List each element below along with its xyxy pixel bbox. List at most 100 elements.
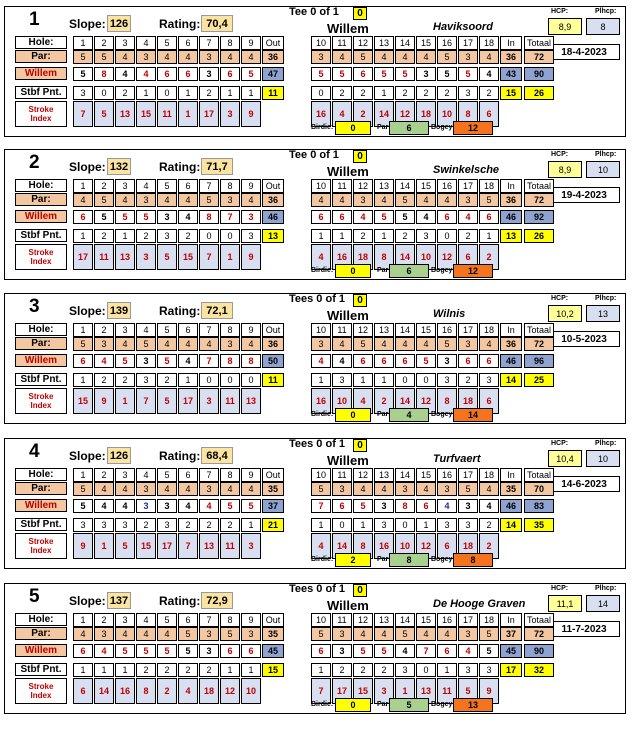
stbf-label: Stbf Pnt.: [15, 86, 67, 99]
score-value: 5: [178, 644, 198, 658]
score-value: 6: [157, 67, 177, 81]
par-value: 3: [332, 482, 352, 496]
par-value: 4: [437, 193, 457, 207]
stbf-value: 1: [178, 373, 198, 387]
score-value: 4: [479, 67, 499, 81]
stbf-value: 0: [241, 373, 261, 387]
stbf-value: 2: [136, 663, 156, 677]
stbf-in: 13: [500, 229, 522, 243]
rating-label: Rating:: [159, 17, 201, 31]
birdie-count: 2: [335, 553, 371, 567]
par-value: 4: [241, 337, 261, 351]
stbf-value: 3: [458, 518, 478, 532]
stbf-total: 26: [524, 86, 554, 100]
par-value: 5: [395, 193, 415, 207]
hole-number: 11: [332, 613, 352, 627]
tee-label: Tees 0 of 1: [289, 293, 346, 305]
stbf-label: Stbf Pnt.: [15, 373, 67, 386]
stroke-index-label: Stroke Index: [15, 101, 67, 127]
hole-number: 3: [115, 613, 135, 627]
round-card-1: 1 Slope: 126 Rating: 70,4 Tee 0 of 1 0 Willem Ha…: [4, 6, 626, 137]
score-value: 5: [374, 67, 394, 81]
slope-value: 126: [107, 15, 131, 32]
hole-number: 14: [395, 613, 415, 627]
par-value: 4: [374, 482, 394, 496]
score-value: 4: [479, 499, 499, 513]
score-value: 4: [199, 499, 219, 513]
hole-number: 4: [136, 323, 156, 337]
round-date: 10-5-2023: [548, 331, 620, 347]
stroke-index-value: 1: [178, 101, 198, 127]
score-value: 4: [458, 644, 478, 658]
stroke-index-value: 7: [73, 101, 93, 127]
course-name: Wilnis: [433, 308, 466, 320]
score-in: 46: [500, 210, 522, 224]
index-word: Index: [30, 546, 52, 555]
tee-value: 0: [353, 7, 367, 20]
stbf-value: 3: [241, 229, 261, 243]
par-value: 4: [416, 337, 436, 351]
stbf-value: 3: [94, 518, 114, 532]
score-value: 4: [416, 210, 436, 224]
hole-number: 8: [220, 468, 240, 482]
score-value: 8: [94, 67, 114, 81]
score-value: 5: [241, 499, 261, 513]
par-value: 4: [479, 337, 499, 351]
stroke-index-value: 5: [157, 244, 177, 270]
stroke-index-value: 17: [199, 101, 219, 127]
score-value: 5: [311, 67, 331, 81]
par-count: 4: [389, 408, 429, 422]
stroke-index-value: 8: [136, 678, 156, 704]
hole-number: 1: [73, 36, 93, 50]
par-value: 4: [115, 337, 135, 351]
par-value: 4: [374, 50, 394, 64]
out-label: Out: [262, 323, 284, 337]
par-value: 3: [311, 50, 331, 64]
plhcp-value: 10: [586, 161, 620, 178]
stbf-value: 2: [332, 86, 352, 100]
tee-label: Tee 0 of 1: [289, 149, 339, 161]
par-value: 4: [178, 337, 198, 351]
par-total: 72: [524, 50, 554, 64]
score-value: 5: [136, 210, 156, 224]
score-value: 5: [157, 644, 177, 658]
hole-label: Hole:: [15, 179, 67, 192]
hole-number: 5: [157, 323, 177, 337]
rating-label: Rating:: [159, 594, 201, 608]
rating-value: 70,4: [201, 15, 233, 32]
round-number: 4: [29, 441, 40, 462]
score-value: 4: [136, 67, 156, 81]
stbf-value: 1: [241, 663, 261, 677]
stbf-value: 1: [220, 663, 240, 677]
hcp-value: 8,9: [548, 18, 582, 35]
in-label: In: [500, 613, 522, 627]
hole-label: Hole:: [15, 468, 67, 481]
score-value: 6: [311, 210, 331, 224]
score-value: 4: [94, 499, 114, 513]
score-value: 6: [73, 644, 93, 658]
par-value: 5: [220, 627, 240, 641]
score-value: 5: [479, 644, 499, 658]
par-value: 4: [332, 193, 352, 207]
round-date: 19-4-2023: [548, 187, 620, 203]
hole-number: 7: [199, 323, 219, 337]
stroke-index-value: 11: [437, 678, 457, 704]
stroke-index-value: 8: [374, 244, 394, 270]
par-value: 5: [458, 482, 478, 496]
out-label: Out: [262, 468, 284, 482]
stbf-value: 2: [458, 373, 478, 387]
hole-number: 12: [353, 323, 373, 337]
score-value: 4: [332, 354, 352, 368]
hcp-label: HCP:: [551, 151, 569, 158]
par-out: 36: [262, 50, 284, 64]
stbf-value: 2: [157, 373, 177, 387]
stbf-in: 14: [500, 518, 522, 532]
stroke-word: Stroke: [28, 105, 54, 114]
stroke-index-value: 18: [199, 678, 219, 704]
score-value: 6: [311, 644, 331, 658]
par-count: 6: [389, 121, 429, 135]
in-label: In: [500, 179, 522, 193]
stroke-index-value: 15: [136, 101, 156, 127]
tee-value: 0: [353, 439, 367, 452]
stroke-index-value: 2: [157, 678, 177, 704]
